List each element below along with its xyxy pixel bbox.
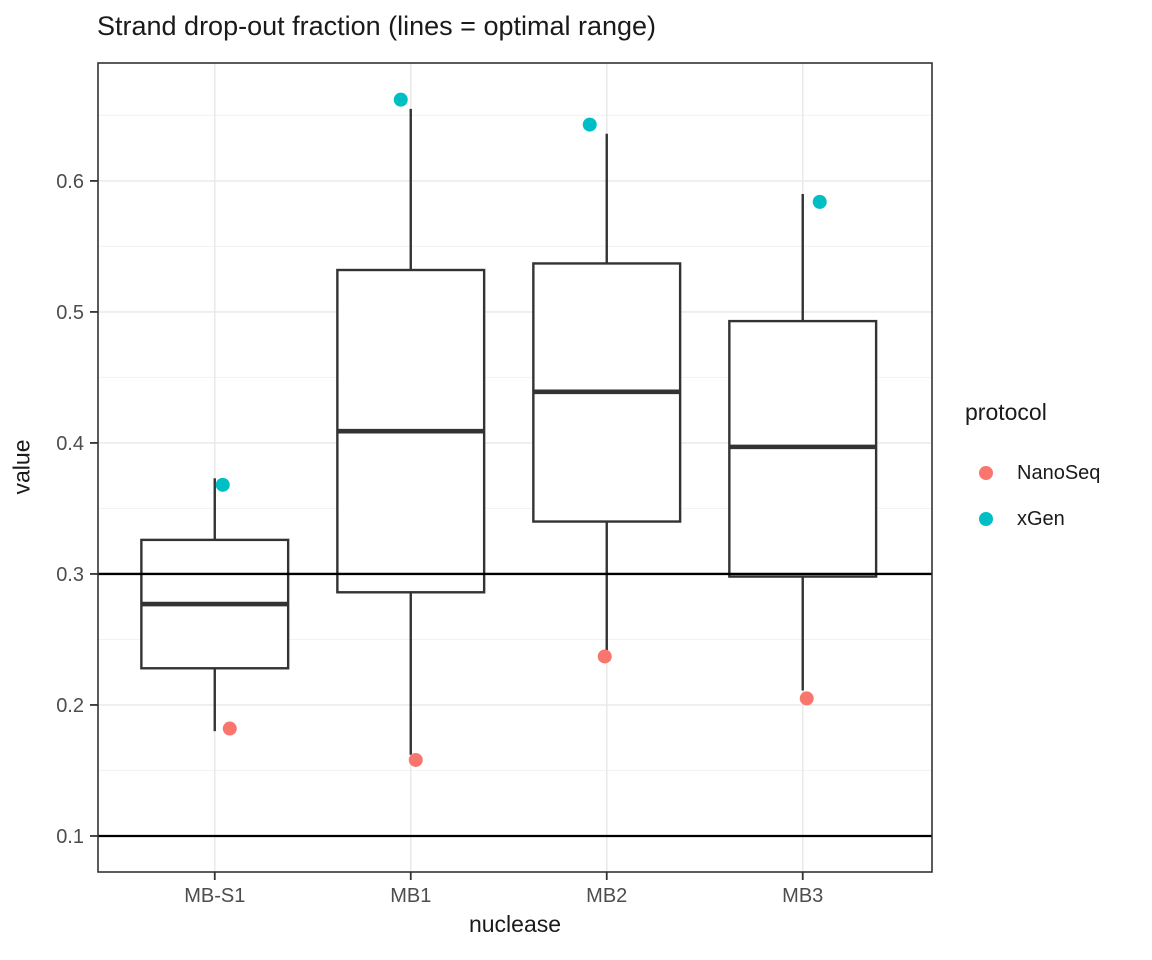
x-tick-label: MB2	[586, 885, 627, 907]
chart-title: Strand drop-out fraction (lines = optima…	[97, 11, 657, 41]
x-tick-label: MB-S1	[184, 885, 245, 907]
legend-label: NanoSeq	[1017, 461, 1101, 484]
y-tick-label: 0.2	[56, 695, 84, 717]
y-tick-label: 0.1	[56, 826, 84, 848]
point-MB1-xGen	[393, 92, 408, 107]
point-MB-S1-NanoSeq	[222, 721, 237, 736]
x-tick-label: MB1	[390, 885, 431, 907]
point-MB3-xGen	[812, 194, 827, 209]
y-tick-label: 0.5	[56, 302, 84, 324]
y-tick-label: 0.4	[56, 433, 84, 455]
y-tick-label: 0.3	[56, 564, 84, 586]
legend-swatch-xGen	[979, 512, 993, 526]
legend: protocol NanoSeq xGen	[956, 399, 1100, 542]
y-tick-label: 0.6	[56, 171, 84, 193]
legend-label: xGen	[1017, 507, 1065, 530]
legend-title: protocol	[965, 399, 1047, 425]
x-tick-label: MB3	[782, 885, 823, 907]
point-MB-S1-xGen	[215, 477, 230, 492]
panel-border	[97, 62, 933, 873]
legend-swatch-NanoSeq	[979, 466, 993, 480]
point-MB2-NanoSeq	[597, 649, 612, 664]
legend-item-NanoSeq: NanoSeq	[956, 450, 1100, 496]
x-axis-title: nuclease	[468, 911, 562, 937]
legend-item-xGen: xGen	[956, 496, 1100, 542]
point-MB1-NanoSeq	[408, 752, 423, 767]
point-MB2-xGen	[582, 117, 597, 132]
point-MB3-NanoSeq	[799, 691, 814, 706]
